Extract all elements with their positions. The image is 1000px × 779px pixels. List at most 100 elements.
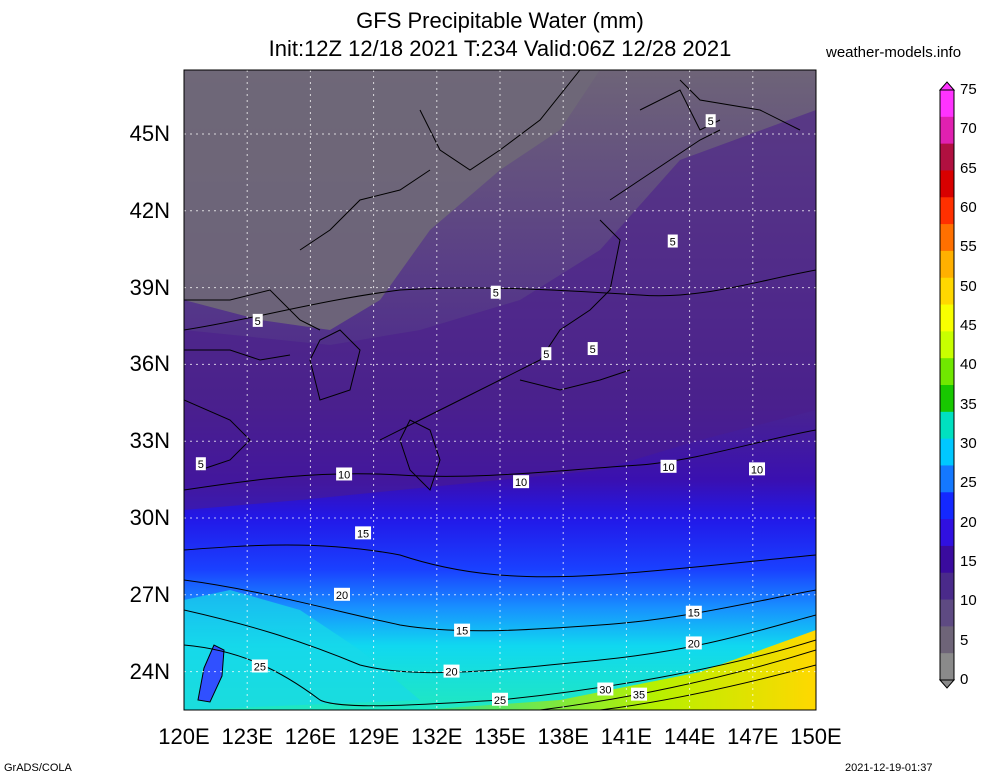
contour-label: 5 [667,234,678,249]
colorbar-min-arrow [938,679,956,689]
contour-label-text: 10 [515,477,527,489]
contour-label-text: 5 [493,288,499,300]
colorbar-segment [940,653,954,681]
contour-label-text: 15 [357,528,369,540]
contour-label-text: 15 [688,608,700,620]
contour-label: 10 [660,459,677,474]
colorbar-label: 50 [960,277,977,295]
lat-tick-label: 27N [129,581,170,607]
contour-label-text: 10 [662,462,674,474]
contour-label-text: 20 [445,667,457,679]
colorbar-segment [940,572,954,601]
colorbar-label: 40 [960,356,977,374]
contour-label: 10 [749,462,766,476]
sw-moisture [184,590,420,710]
lon-tick-label: 129E [347,724,400,749]
contour-label: 35 [631,687,648,702]
colorbar-label: 15 [960,553,977,570]
colorbar-segment [940,250,954,279]
colorbar-label: 55 [960,238,977,256]
lat-tick-label: 33N [129,428,170,454]
contour-label: 5 [490,285,501,300]
lon-tick-label: 138E [537,724,589,749]
colorbar-segment [940,304,954,332]
contour-label-text: 25 [494,695,506,707]
lon-tick-label: 141E [600,724,653,749]
contour-label: 15 [355,526,372,540]
contour-label-text: 20 [336,590,348,602]
contour-label-text: 5 [670,237,676,249]
colorbar [938,81,956,689]
dry-region [184,70,600,330]
contour-label: 5 [252,313,263,328]
contour-label: 25 [251,659,268,673]
colorbar-segment [940,143,954,171]
colorbar-segment [940,116,954,145]
lon-tick-label: 135E [474,724,526,749]
colorbar-segment [940,358,954,386]
contour-label-text: 35 [633,690,645,702]
contour-label: 5 [587,342,598,356]
colorbar-label: 35 [960,395,977,413]
colorbar-label: 10 [960,592,977,610]
colorbar-segment [940,438,954,466]
colorbar-segment [940,197,954,225]
contour-label-text: 5 [198,459,204,471]
colorbar-label: 30 [960,435,977,452]
colorbar-segment [940,411,954,440]
chart-title: GFS Precipitable Water (mm) [356,8,644,33]
tropical-moisture [420,630,816,710]
contour-label: 5 [705,114,716,128]
colorbar-label: 45 [960,317,977,334]
lon-tick-label: 132E [411,724,463,749]
contour-label: 20 [334,587,350,602]
lat-tick-label: 45N [129,121,170,146]
colorbar-segment [940,545,954,574]
colorbar-segment [940,385,954,413]
lon-tick-label: 126E [284,724,337,749]
colorbar-label: 60 [960,199,977,216]
contour-label-text: 25 [254,661,266,673]
colorbar-label: 0 [960,671,969,688]
colorbar-segment [940,170,954,198]
coastlines [184,70,801,491]
colorbar-segment [940,519,954,547]
contour-label-text: 10 [338,469,350,481]
colorbar-segment [940,331,954,359]
colorbar-max-arrow [938,81,956,91]
lon-tick-label: 147E [727,724,779,749]
contour-label: 10 [336,467,353,481]
lat-tick-label: 39N [129,274,170,300]
colorbar-segment [940,224,954,252]
lat-tick-label: 42N [129,197,170,223]
lon-tick-label: 120E [158,724,210,749]
lat-lon-grid [184,70,816,710]
software-credit: GrADS/COLA [4,762,72,774]
contour-label-group: 5 5 5 5 5 5 5 10 10 10 10 15 15 15 20 20 20 25 25 30 35 [195,114,766,707]
contour-label: 5 [541,347,552,361]
lon-tick-label: 144E [663,724,716,749]
colorbar-label: 70 [960,120,977,138]
contour-label-text: 10 [751,464,763,476]
contour-label: 5 [195,457,206,471]
contour-label: 30 [597,682,614,697]
site-attribution: weather-models.info [826,44,962,61]
contour-label-text: 30 [599,685,611,697]
timestamp: 2021-12-19-01:37 [845,762,933,774]
colorbar-frame [939,89,955,681]
colorbar-segment [940,277,954,306]
chart-subtitle: Init:12Z 12/18 2021 T:234 Valid:06Z 12/2… [268,36,732,61]
taiwan-outline [197,644,225,703]
contour-label: 10 [513,475,530,489]
colorbar-segment [940,492,954,520]
lon-tick-label: 123E [221,724,273,749]
contour-label: 20 [443,664,460,679]
contour-label-text: 20 [688,638,700,650]
contour-label-text: 5 [543,349,549,361]
contour-label-text: 5 [590,344,596,356]
contour-label: 15 [685,605,702,620]
contour-label-text: 15 [456,626,468,638]
lat-tick-label: 36N [129,351,170,377]
contour-label: 25 [492,692,508,707]
